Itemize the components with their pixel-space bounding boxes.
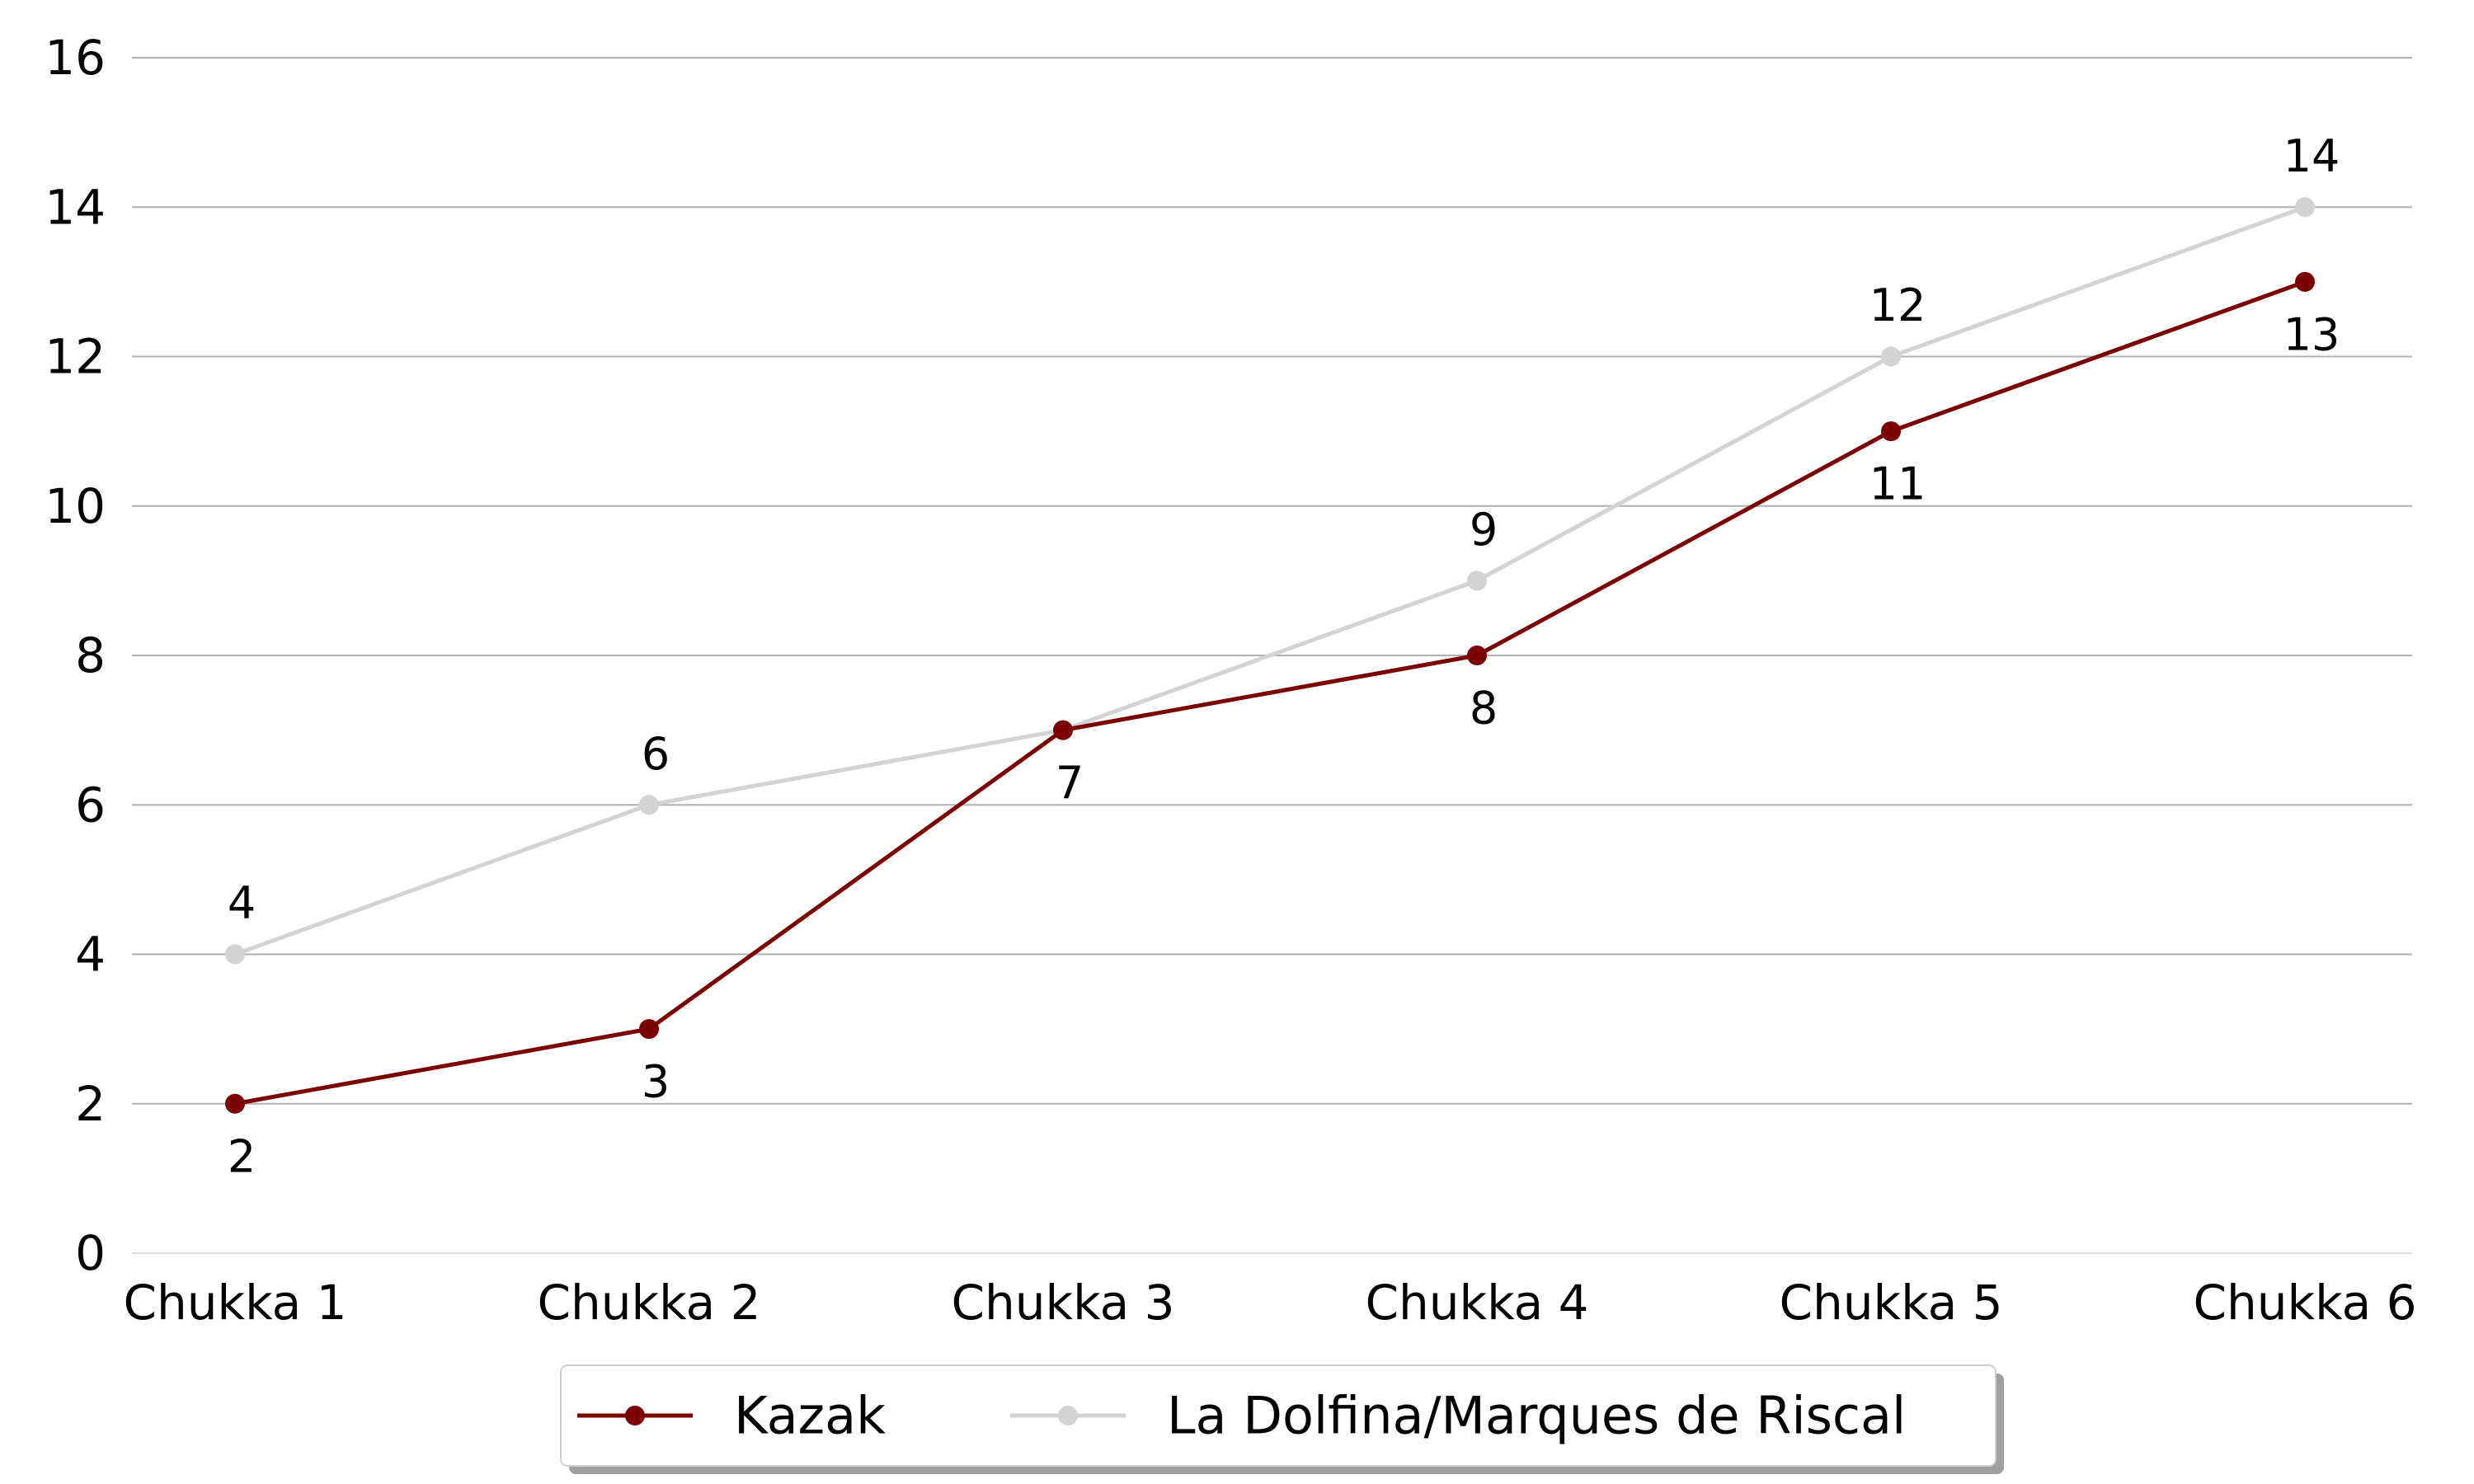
- data-point: [639, 795, 659, 815]
- legend: Kazak La Dolfina/Marques de Riscal: [560, 1364, 2004, 1474]
- data-label: 7: [1056, 757, 1084, 809]
- series-kazak: [225, 271, 2315, 1114]
- series-la-dolfina: [225, 197, 2315, 965]
- data-label: 9: [1470, 504, 1498, 556]
- x-tick-label: Chukka 3: [951, 1275, 1174, 1331]
- x-axis-ticks: Chukka 1 Chukka 2 Chukka 3 Chukka 4 Chukka 5…: [123, 1275, 2416, 1331]
- data-label: 11: [1870, 458, 1926, 510]
- y-tick-label: 16: [45, 30, 106, 86]
- data-point: [639, 1019, 659, 1040]
- data-point: [2295, 197, 2315, 218]
- data-labels: 2 3 7 8 11 13: [228, 308, 2340, 1182]
- x-tick-label: Chukka 1: [123, 1275, 346, 1331]
- data-point: [1467, 571, 1487, 591]
- y-tick-label: 2: [75, 1076, 106, 1132]
- data-label: 14: [2284, 130, 2340, 182]
- y-tick-label: 4: [75, 927, 106, 983]
- legend-marker: [1058, 1406, 1078, 1425]
- series-layer: 2 3 7 8 11 13 4 6 9 12 14: [225, 130, 2340, 1182]
- data-label: 4: [228, 877, 256, 929]
- series-line: [234, 279, 2306, 1106]
- y-axis-ticks: 0 2 4 6 8 10 12 14 16: [45, 30, 106, 1281]
- x-tick-label: Chukka 4: [1365, 1275, 1588, 1331]
- data-label: 6: [642, 728, 670, 780]
- x-tick-label: Chukka 5: [1779, 1275, 2002, 1331]
- data-point: [225, 944, 245, 965]
- data-labels: 4 6 9 12 14: [228, 130, 2340, 929]
- y-tick-label: 8: [75, 627, 106, 683]
- x-tick-label: Chukka 2: [537, 1275, 760, 1331]
- data-point: [1467, 646, 1487, 665]
- data-point: [1053, 720, 1073, 740]
- legend-items: Kazak La Dolfina/Marques de Riscal: [577, 1386, 1906, 1446]
- legend-item: La Dolfina/Marques de Riscal: [1010, 1386, 1906, 1446]
- data-label: 8: [1470, 683, 1498, 735]
- legend-box: [560, 1364, 1997, 1467]
- data-point: [1881, 346, 1901, 367]
- data-label: 2: [228, 1130, 256, 1182]
- x-tick-label: Chukka 6: [2193, 1275, 2416, 1331]
- y-tick-label: 6: [75, 777, 106, 833]
- y-tick-label: 14: [45, 179, 106, 235]
- data-label: 13: [2284, 308, 2340, 360]
- data-label: 12: [1870, 279, 1926, 331]
- data-label: 3: [642, 1056, 670, 1108]
- series-line: [234, 204, 2306, 956]
- data-point: [225, 1093, 245, 1114]
- y-tick-label: 0: [75, 1225, 106, 1281]
- y-tick-label: 12: [45, 329, 106, 385]
- data-point: [1881, 421, 1901, 442]
- y-tick-label: 10: [45, 478, 106, 534]
- legend-label: Kazak: [734, 1386, 886, 1446]
- legend-label: La Dolfina/Marques de Riscal: [1167, 1386, 1906, 1446]
- legend-item: Kazak: [577, 1386, 886, 1446]
- legend-marker: [625, 1406, 645, 1425]
- data-point: [2295, 271, 2315, 292]
